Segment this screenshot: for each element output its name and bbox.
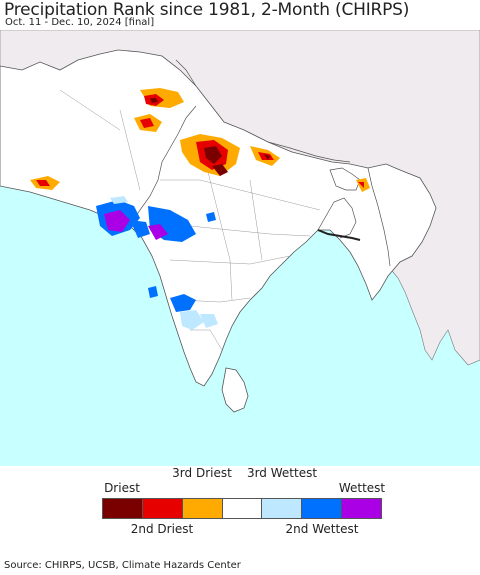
admin-borders	[59, 89, 321, 351]
dry-patches	[30, 88, 370, 192]
precipitation-rank-map	[0, 30, 480, 466]
map-title: Precipitation Rank since 1981, 2-Month (…	[4, 0, 410, 20]
bengal-coast	[317, 229, 361, 241]
legend-label-3rd-wettest: 3rd Wettest	[246, 466, 318, 480]
legend-label-3rd-driest: 3rd Driest	[172, 466, 232, 480]
legend-swatch-wettest	[342, 499, 382, 518]
map-subtitle: Oct. 11 - Dec. 10, 2024 [final]	[5, 17, 155, 28]
legend-swatch-3rd-wettest	[262, 499, 303, 518]
legend-label-driest: Driest	[104, 481, 140, 495]
legend-label-wettest: Wettest	[338, 481, 386, 495]
legend-label-2nd-driest: 2nd Driest	[130, 522, 194, 536]
country-borders	[129, 59, 391, 267]
legend-color-bar	[102, 498, 382, 519]
legend-swatch-3rd-driest	[182, 499, 223, 518]
legend-label-2nd-wettest: 2nd Wettest	[285, 522, 359, 536]
sri-lanka	[221, 367, 249, 413]
legend-swatch-2nd-driest	[142, 499, 183, 518]
south-asia-land	[0, 49, 437, 387]
legend-swatch-normal	[222, 499, 263, 518]
legend-swatch-driest	[103, 499, 143, 518]
legend-swatch-2nd-wettest	[302, 499, 343, 518]
source-credit: Source: CHIRPS, UCSB, Climate Hazards Ce…	[4, 560, 241, 571]
wet-patches	[96, 196, 218, 330]
